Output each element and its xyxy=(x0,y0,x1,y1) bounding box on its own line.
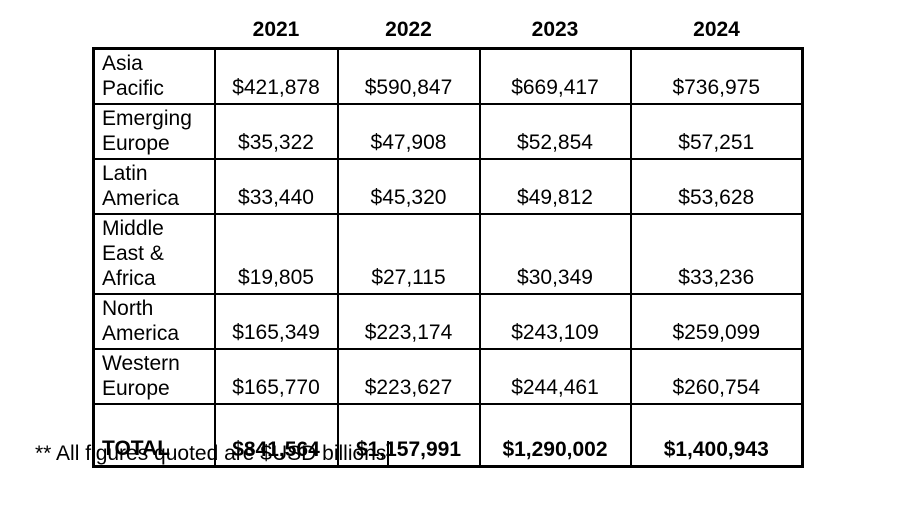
value-cell[interactable]: $223,174 xyxy=(336,293,481,350)
region-cell[interactable]: Asia Pacific xyxy=(92,47,216,105)
year-header-2023: 2023 xyxy=(531,18,579,41)
year-header-2021: 2021 xyxy=(252,18,300,41)
value-cell[interactable]: $243,109 xyxy=(478,293,632,350)
table-row-asia-pacific: Asia Pacific $421,878 $590,847 $669,417 … xyxy=(92,47,804,105)
table-row-middle-east-africa: Middle East & Africa $19,805 $27,115 $30… xyxy=(92,213,804,295)
value-cell[interactable]: $244,461 xyxy=(478,348,632,405)
total-value-cell[interactable]: $1,157,991 xyxy=(336,403,481,467)
year-header-2024: 2024 xyxy=(693,18,740,41)
region-cell[interactable]: Western Europe xyxy=(92,348,216,405)
value-cell[interactable]: $165,770 xyxy=(213,348,339,405)
region-cell[interactable]: North America xyxy=(92,293,216,350)
value-cell[interactable]: $53,628 xyxy=(629,158,804,215)
value-cell[interactable]: $33,236 xyxy=(629,213,804,295)
year-header-row: 2021 2022 2023 2024 xyxy=(94,0,803,49)
table-row-total: TOTAL $841,564 $1,157,991 $1,290,002 $1,… xyxy=(92,403,804,467)
table-row-western-europe: Western Europe $165,770 $223,627 $244,46… xyxy=(92,348,804,405)
table-row-north-america: North America $165,349 $223,174 $243,109… xyxy=(92,293,804,350)
value-cell[interactable]: $27,115 xyxy=(336,213,481,295)
total-value-cell[interactable]: $1,290,002 xyxy=(478,403,632,467)
corner-spacer xyxy=(94,0,215,49)
value-cell[interactable]: $47,908 xyxy=(336,103,481,160)
value-cell[interactable]: $52,854 xyxy=(478,103,632,160)
table-row-latin-america: Latin America $33,440 $45,320 $49,812 $5… xyxy=(92,158,804,215)
text-cursor xyxy=(387,441,390,465)
value-cell[interactable]: $49,812 xyxy=(478,158,632,215)
footnote-line[interactable]: ** All figures quoted are $USD billions xyxy=(35,441,390,467)
footnote-text: ** All figures quoted are $USD billions xyxy=(35,442,387,465)
total-value-cell[interactable]: $841,564 xyxy=(213,403,339,467)
regional-figures-table: 2021 2022 2023 2024 Asia Pacific $421,87… xyxy=(92,0,804,468)
value-cell[interactable]: $30,349 xyxy=(478,213,632,295)
value-cell[interactable]: $669,417 xyxy=(478,47,632,105)
value-cell[interactable]: $736,975 xyxy=(629,47,804,105)
table-row-emerging-europe: Emerging Europe $35,322 $47,908 $52,854 … xyxy=(92,103,804,160)
region-cell[interactable]: Emerging Europe xyxy=(92,103,216,160)
value-cell[interactable]: $19,805 xyxy=(213,213,339,295)
total-label-cell[interactable]: TOTAL xyxy=(92,403,216,467)
value-cell[interactable]: $590,847 xyxy=(336,47,481,105)
value-cell[interactable]: $165,349 xyxy=(213,293,339,350)
region-cell[interactable]: Middle East & Africa xyxy=(92,213,216,295)
value-cell[interactable]: $260,754 xyxy=(629,348,804,405)
region-cell[interactable]: Latin America xyxy=(92,158,216,215)
value-cell[interactable]: $223,627 xyxy=(336,348,481,405)
value-cell[interactable]: $421,878 xyxy=(213,47,339,105)
year-header-2022: 2022 xyxy=(385,18,432,41)
value-cell[interactable]: $57,251 xyxy=(629,103,804,160)
value-cell[interactable]: $259,099 xyxy=(629,293,804,350)
value-cell[interactable]: $33,440 xyxy=(213,158,339,215)
value-cell[interactable]: $45,320 xyxy=(336,158,481,215)
total-value-cell[interactable]: $1,400,943 xyxy=(629,403,804,467)
value-cell[interactable]: $35,322 xyxy=(213,103,339,160)
